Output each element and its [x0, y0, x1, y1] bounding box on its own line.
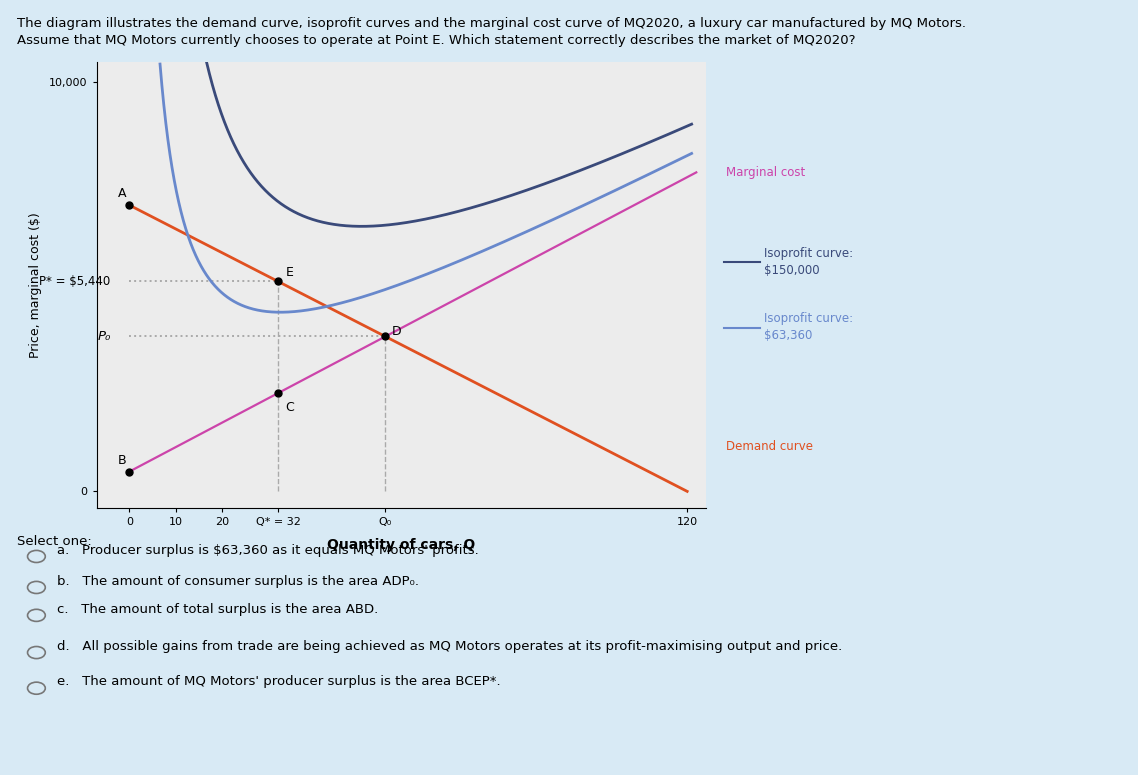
Text: e.   The amount of MQ Motors' producer surplus is the area BCEP*.: e. The amount of MQ Motors' producer sur…: [57, 676, 501, 688]
Text: Marginal cost: Marginal cost: [726, 166, 806, 179]
Text: Assume that MQ Motors currently chooses to operate at Point E. Which statement c: Assume that MQ Motors currently chooses …: [17, 34, 856, 47]
Text: C: C: [286, 401, 294, 415]
Text: d.   All possible gains from trade are being achieved as MQ Motors operates at i: d. All possible gains from trade are bei…: [57, 640, 842, 653]
Text: A: A: [118, 188, 126, 201]
Text: E: E: [286, 266, 294, 279]
Text: b.   The amount of consumer surplus is the area ADP₀.: b. The amount of consumer surplus is the…: [57, 575, 419, 587]
Text: Demand curve: Demand curve: [726, 439, 813, 453]
Text: D: D: [393, 325, 402, 338]
Text: Isoprofit curve:: Isoprofit curve:: [764, 246, 852, 260]
Text: a.   Producer surplus is $63,360 as it equals MQ Motors' profits.: a. Producer surplus is $63,360 as it equ…: [57, 544, 479, 556]
Text: $150,000: $150,000: [764, 264, 819, 277]
X-axis label: Quantity of cars, Q: Quantity of cars, Q: [327, 538, 476, 552]
Text: $63,360: $63,360: [764, 329, 813, 342]
Text: P₀: P₀: [97, 330, 110, 343]
Text: Select one:: Select one:: [17, 535, 92, 548]
Text: Isoprofit curve:: Isoprofit curve:: [764, 312, 852, 325]
Text: c.   The amount of total surplus is the area ABD.: c. The amount of total surplus is the ar…: [57, 603, 378, 615]
Text: The diagram illustrates the demand curve, isoprofit curves and the marginal cost: The diagram illustrates the demand curve…: [17, 17, 966, 30]
Y-axis label: Price, marginal cost ($): Price, marginal cost ($): [30, 212, 42, 358]
Text: B: B: [118, 454, 126, 467]
Text: P* = $5,440: P* = $5,440: [40, 275, 110, 288]
